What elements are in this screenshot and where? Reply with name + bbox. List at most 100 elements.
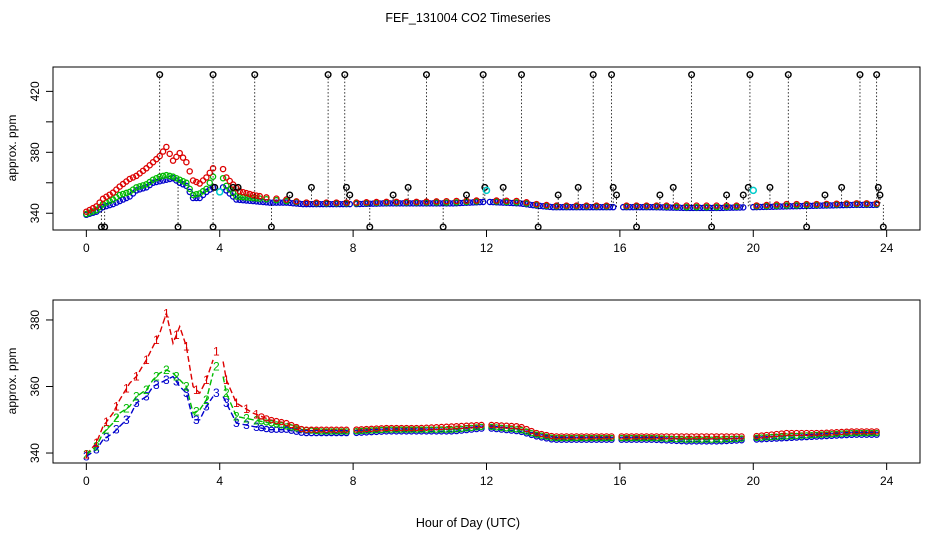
top-point-series-3 [366,200,374,207]
top-point-series-3 [736,204,744,211]
top-point-series-3 [376,200,384,207]
bottom-series-2-label: 2 [123,402,130,416]
top-point-series-3 [299,200,307,208]
top-spike-point [708,223,716,231]
top-point-series-1 [236,188,243,195]
top-point-series-1 [93,203,100,210]
top-point-series-2 [206,179,213,187]
top-point-series-3 [329,200,337,208]
bottom-series-3-label: 3 [213,386,220,400]
top-point-series-3 [646,203,654,211]
top-point-series-1 [493,197,500,204]
top-point-series-3 [579,203,587,211]
top-point-series-2 [116,191,123,199]
bottom-y-tick-label: 380 [28,310,42,330]
top-point-series-2 [219,174,227,182]
top-point-series-3 [406,200,414,207]
top-spike-point [389,191,397,199]
top-point-series-3 [499,199,507,206]
top-point-series-1 [253,192,260,199]
top-point-series-3 [369,200,377,207]
top-spike-point [341,71,349,79]
top-point-series-1 [563,202,570,209]
top-point-series-1 [323,199,330,206]
top-spike-point [744,183,752,191]
bottom-series-3-label: 3 [123,413,130,427]
bottom-x-tick-label: 4 [216,474,223,488]
top-spike-point [739,191,747,199]
top-spike-point [101,223,109,231]
top-point-series-2 [89,208,97,215]
top-point-series-3 [810,202,817,210]
top-point-series-3 [479,198,487,206]
top-y-axis-label: approx. ppm [5,115,19,182]
top-point-series-3 [766,203,774,211]
bottom-series-1-label: 1 [153,333,160,347]
bottom-series-2-label: 2 [163,363,170,377]
bottom-series-2-label: 2 [253,413,260,427]
top-point-series-2 [133,184,140,191]
top-point-series-1 [243,189,250,197]
bottom-series-3-label: 3 [253,420,260,434]
top-point-series-1 [473,197,480,204]
bottom-series-2-label: 2 [193,404,200,418]
top-point-series-1 [293,198,300,205]
bottom-x-tick-label: 12 [480,474,494,488]
top-point-series-1 [593,202,600,209]
bottom-series-2-label: 2 [133,389,140,403]
top-point-series-3 [559,203,567,211]
top-point-series-1 [843,200,850,207]
top-point-series-3 [860,201,867,209]
top-point-series-3 [756,203,764,211]
top-x-tick-label: 16 [613,241,627,255]
top-point-series-3 [599,203,607,211]
top-point-series-1 [179,154,187,161]
top-point-series-1 [169,157,177,164]
top-point-series-1 [753,202,760,209]
top-point-series-1 [713,202,720,209]
top-point-series-1 [166,150,173,158]
bottom-series-1-label: 1 [83,448,90,462]
top-point-series-3 [179,181,187,188]
top-point-series-3 [426,200,434,207]
top-spike-point [608,71,616,79]
bottom-series-2-label: 2 [113,411,120,425]
top-point-series-1 [89,204,97,212]
bottom-series-3-label: 3 [83,449,90,463]
bottom-series-2-label: 2 [143,383,150,397]
bottom-series-1-label: 1 [143,353,150,367]
bottom-series-1-label: 1 [163,306,170,320]
top-point-series-3 [316,200,324,208]
top-cyan-point [749,186,758,195]
top-point-series-3 [586,203,594,211]
top-point-series-1 [803,200,810,208]
top-point-series-1 [313,199,320,206]
bottom-series-2-label: 2 [83,448,90,462]
top-point-series-3 [740,204,747,211]
bottom-series-2-label: 2 [103,423,110,437]
top-spike-point [342,183,350,191]
top-point-series-3 [396,200,404,207]
top-spike-point [209,71,217,79]
top-spike-point [209,223,217,231]
top-spike-point [613,191,621,199]
top-point-series-2 [123,189,130,197]
top-point-series-3 [356,200,364,208]
top-spike-point [574,183,582,191]
top-point-series-1 [333,199,340,206]
top-cyan-point [482,186,491,195]
bottom-point-series-1 [738,433,745,440]
top-point-series-1 [239,188,247,196]
bottom-series-1-label: 1 [223,373,230,387]
top-point-series-3 [379,200,387,207]
top-point-series-3 [609,203,617,211]
top-point-series-2 [203,185,210,193]
top-spike-point [879,223,887,231]
top-point-series-3 [636,203,644,211]
top-point-series-1 [353,199,360,206]
top-point-series-3 [189,194,197,202]
bottom-series-1-label: 1 [93,436,100,450]
top-spike-point [589,71,597,79]
